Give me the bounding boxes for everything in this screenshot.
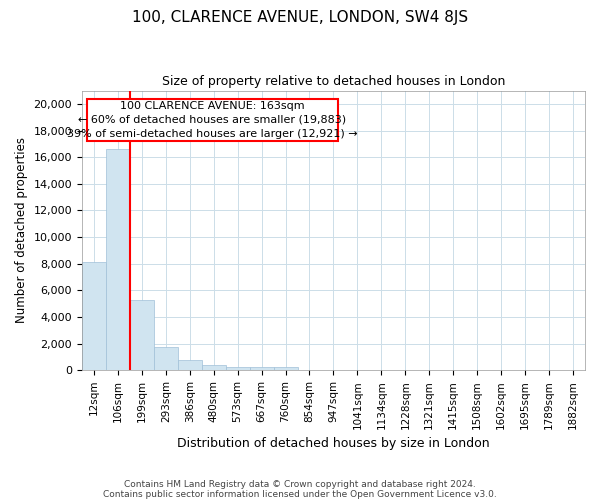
Y-axis label: Number of detached properties: Number of detached properties xyxy=(15,138,28,324)
Text: Contains public sector information licensed under the Open Government Licence v3: Contains public sector information licen… xyxy=(103,490,497,499)
Bar xyxy=(106,149,130,370)
Bar xyxy=(202,366,226,370)
Bar xyxy=(154,347,178,370)
Text: Contains HM Land Registry data © Crown copyright and database right 2024.: Contains HM Land Registry data © Crown c… xyxy=(124,480,476,489)
Bar xyxy=(82,262,106,370)
Bar xyxy=(178,360,202,370)
Bar xyxy=(274,367,298,370)
Bar xyxy=(130,300,154,370)
Bar xyxy=(226,366,250,370)
FancyBboxPatch shape xyxy=(86,98,338,141)
Title: Size of property relative to detached houses in London: Size of property relative to detached ho… xyxy=(162,75,505,88)
Bar xyxy=(250,368,274,370)
Text: 100 CLARENCE AVENUE: 163sqm
← 60% of detached houses are smaller (19,883)
39% of: 100 CLARENCE AVENUE: 163sqm ← 60% of det… xyxy=(67,101,358,139)
Text: 100, CLARENCE AVENUE, LONDON, SW4 8JS: 100, CLARENCE AVENUE, LONDON, SW4 8JS xyxy=(132,10,468,25)
X-axis label: Distribution of detached houses by size in London: Distribution of detached houses by size … xyxy=(177,437,490,450)
